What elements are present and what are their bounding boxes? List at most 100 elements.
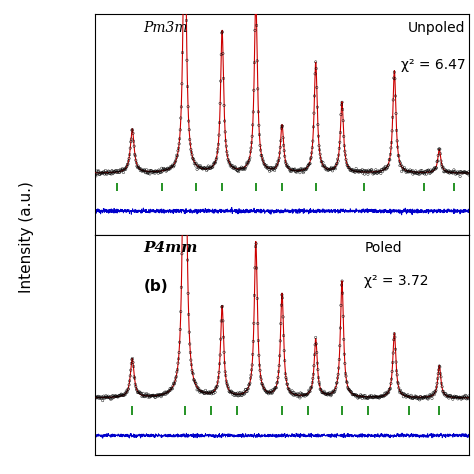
Point <box>448 393 456 401</box>
Point <box>464 170 472 178</box>
Point <box>443 167 450 175</box>
Point <box>161 165 168 173</box>
Point <box>231 163 239 171</box>
Point <box>337 324 344 332</box>
Point <box>176 338 183 346</box>
Point <box>191 378 199 385</box>
Point <box>212 158 219 165</box>
Point <box>364 171 372 178</box>
Point <box>236 392 244 399</box>
Point <box>324 390 332 398</box>
Point <box>431 165 439 173</box>
Point <box>435 366 443 374</box>
Point <box>270 387 277 395</box>
Point <box>103 171 110 178</box>
Point <box>148 392 155 400</box>
Point <box>263 387 270 395</box>
Point <box>117 391 125 399</box>
Point <box>243 158 251 166</box>
Point <box>407 168 414 175</box>
Point <box>310 362 318 370</box>
Point <box>381 390 389 397</box>
Point <box>282 159 290 167</box>
Point <box>92 393 100 401</box>
Point <box>440 168 448 175</box>
Point <box>143 391 151 399</box>
Point <box>300 167 308 175</box>
Point <box>448 168 456 176</box>
Point <box>164 388 172 396</box>
Text: Intensity (a.u.): Intensity (a.u.) <box>18 181 34 293</box>
Point <box>239 390 247 398</box>
Point <box>304 162 311 170</box>
Point <box>208 164 216 171</box>
Point <box>287 167 294 175</box>
Point <box>237 390 245 398</box>
Point <box>445 167 453 174</box>
Point <box>164 388 172 395</box>
Point <box>129 359 137 366</box>
Point <box>316 146 323 154</box>
Point <box>239 165 247 173</box>
Point <box>159 166 166 173</box>
Point <box>453 393 461 401</box>
Point <box>264 164 272 172</box>
Point <box>456 173 464 180</box>
Point <box>359 169 367 177</box>
Point <box>312 58 319 66</box>
Point <box>277 137 284 145</box>
Point <box>410 394 418 401</box>
Point <box>372 392 379 400</box>
Point <box>146 392 154 400</box>
Point <box>199 388 207 396</box>
Point <box>203 389 211 397</box>
Point <box>424 168 431 176</box>
Point <box>101 393 109 401</box>
Point <box>279 123 286 130</box>
Point <box>310 371 317 378</box>
Point <box>202 165 210 173</box>
Point <box>449 168 457 175</box>
Point <box>256 142 264 149</box>
Point <box>221 359 228 366</box>
Point <box>308 383 316 391</box>
Point <box>446 168 454 176</box>
Point <box>286 388 293 395</box>
Point <box>137 390 145 398</box>
Point <box>287 389 294 396</box>
Point <box>182 17 190 24</box>
Point <box>252 0 260 8</box>
Point <box>293 167 301 174</box>
Point <box>402 393 410 401</box>
Point <box>205 164 213 172</box>
Point <box>388 127 396 135</box>
Point <box>207 164 214 172</box>
Point <box>270 164 277 172</box>
Point <box>255 108 262 116</box>
Point <box>339 117 347 125</box>
Point <box>217 77 225 85</box>
Point <box>438 383 446 391</box>
Point <box>374 167 382 175</box>
Point <box>333 160 340 168</box>
Point <box>311 341 319 349</box>
Point <box>446 392 454 400</box>
Point <box>111 168 119 175</box>
Point <box>252 1 259 9</box>
Point <box>355 393 362 401</box>
Point <box>320 387 328 395</box>
Point <box>107 169 114 177</box>
Point <box>120 392 128 399</box>
Point <box>198 388 206 395</box>
Point <box>387 380 395 387</box>
Point <box>211 389 219 396</box>
Point <box>172 377 179 385</box>
Point <box>330 387 337 394</box>
Point <box>258 154 266 162</box>
Point <box>283 376 290 383</box>
Point <box>383 390 391 397</box>
Point <box>151 168 158 175</box>
Point <box>375 169 383 176</box>
Point <box>434 375 441 383</box>
Point <box>455 169 462 177</box>
